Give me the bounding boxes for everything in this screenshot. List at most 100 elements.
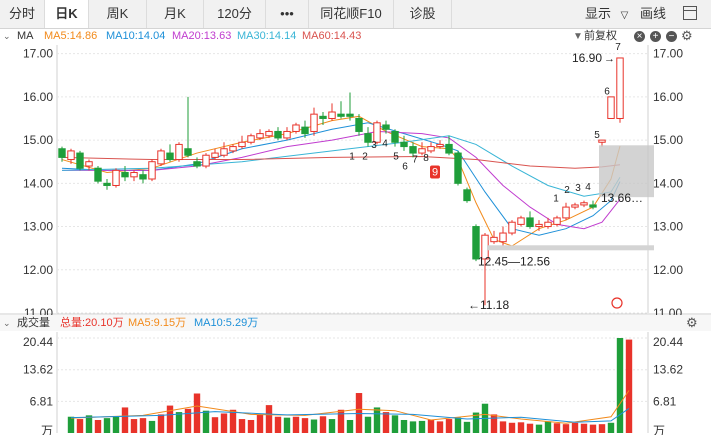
seq-label: 4	[382, 139, 388, 150]
candle-body	[274, 130, 282, 139]
candle-body	[544, 221, 552, 228]
candle-body	[157, 150, 165, 165]
candle-body	[58, 148, 66, 158]
draw-line-button[interactable]: 画线	[640, 6, 667, 21]
tab-120-min[interactable]: 120分	[204, 0, 266, 28]
candle-body	[589, 204, 597, 208]
volume-bar	[85, 415, 93, 433]
ma-line-ma5	[61, 115, 621, 247]
volume-bar	[553, 423, 561, 433]
volume-bar	[607, 422, 615, 433]
volume-tick-right: 6.81	[653, 394, 677, 408]
volume-bar	[400, 419, 408, 433]
candle-body	[553, 217, 561, 225]
candle-body	[562, 206, 570, 219]
candle-body	[499, 232, 507, 243]
volume-bar	[256, 414, 264, 433]
volume-bar	[391, 415, 399, 433]
total-volume-legend: 总量:20.10万	[60, 317, 124, 329]
candle-body	[445, 143, 453, 154]
tab-diagnose[interactable]: 诊股	[394, 0, 452, 28]
tab-daily-k[interactable]: 日K	[45, 0, 89, 28]
volume-settings-gear-icon[interactable]: ⚙	[686, 315, 698, 330]
volume-bar	[292, 416, 300, 433]
volume-bar	[76, 419, 84, 433]
candle-body	[139, 174, 147, 180]
arrow-left-icon: ←	[468, 298, 480, 312]
candle-body	[229, 146, 237, 152]
range-band	[487, 245, 654, 251]
seq-label: 3	[371, 140, 377, 151]
candle-body	[472, 226, 480, 260]
tab-monthly-k[interactable]: 月K	[147, 0, 204, 28]
volume-bar	[175, 412, 183, 433]
volume-bar	[625, 339, 633, 433]
main-indicator-label[interactable]: MA	[17, 30, 34, 42]
maximize-icon[interactable]	[683, 6, 697, 20]
candle-body	[94, 167, 102, 182]
close-icon[interactable]: ×	[634, 31, 645, 42]
candle-body	[526, 217, 534, 228]
price-tick-right: 15.00	[653, 133, 683, 147]
volume-bar	[508, 422, 516, 433]
candle-body	[580, 202, 588, 206]
tab-intraday[interactable]: 分时	[0, 0, 45, 28]
volume-bar	[139, 418, 147, 433]
seq-label: 7	[412, 155, 418, 166]
seq-label: 4	[585, 182, 591, 193]
price-tick-right: 13.00	[653, 220, 683, 234]
volume-bar	[418, 420, 426, 433]
volume-indicator-label[interactable]: 成交量	[17, 317, 50, 329]
volume-legend-bar: ⌄ 成交量 总量:20.10万 MA5:9.15万 MA10:5.29万 ⚙	[0, 315, 711, 331]
volume-bar	[535, 424, 543, 433]
tab-more[interactable]: •••	[266, 0, 309, 28]
display-menu-button[interactable]: 显示 ▽	[585, 0, 628, 28]
volume-bar	[157, 414, 165, 433]
settings-gear-icon[interactable]: ⚙	[681, 28, 693, 43]
tab-f10[interactable]: 同花顺F10	[309, 0, 394, 28]
volume-bar	[103, 418, 111, 433]
candle-body	[463, 189, 471, 202]
candle-body	[346, 113, 354, 117]
ma60-legend: MA60:14.43	[302, 30, 362, 42]
volume-bar	[310, 419, 318, 433]
volume-ma-line-ma10	[70, 408, 630, 423]
volume-ma5-legend: MA5:9.15万	[128, 317, 187, 329]
zoom-out-icon[interactable]: −	[666, 31, 677, 42]
candle-body	[202, 154, 210, 167]
arrow-right-icon: →	[604, 53, 615, 65]
volume-bar	[202, 410, 210, 433]
high-price-label: 16.90	[572, 51, 602, 65]
candle-body	[103, 182, 111, 186]
ma10-legend: MA10:14.04	[106, 30, 166, 42]
volume-bar	[94, 419, 102, 433]
collapse-chevron-icon[interactable]: ⌄	[3, 31, 11, 41]
candle-body	[373, 122, 381, 143]
candle-body	[85, 161, 93, 167]
volume-tick-right: 20.44	[653, 335, 683, 349]
volume-tick-left: 13.62	[23, 363, 53, 377]
candle-body	[436, 143, 444, 148]
candle-body	[364, 133, 372, 143]
volume-bar	[454, 417, 462, 433]
candle-body	[283, 130, 291, 139]
collapse-chevron-icon[interactable]: ⌄	[3, 318, 11, 328]
volume-bar	[166, 405, 174, 433]
adjust-mode-label[interactable]: 前复权	[584, 30, 617, 42]
candle-body	[148, 161, 156, 180]
volume-bar	[148, 420, 156, 433]
volume-bar	[463, 421, 471, 433]
volume-bar	[490, 414, 498, 433]
candle-body	[247, 135, 255, 143]
candle-body	[67, 150, 75, 161]
volume-ma10-legend: MA10:5.29万	[194, 317, 259, 329]
zoom-in-icon[interactable]: +	[650, 31, 661, 42]
tab-weekly-k[interactable]: 周K	[89, 0, 147, 28]
ma30-legend: MA30:14.14	[237, 30, 297, 42]
volume-bar	[67, 416, 75, 433]
candle-body	[607, 96, 615, 119]
candle-body	[571, 204, 579, 208]
volume-tick-left: 20.44	[23, 335, 53, 349]
volume-bar	[337, 409, 345, 433]
